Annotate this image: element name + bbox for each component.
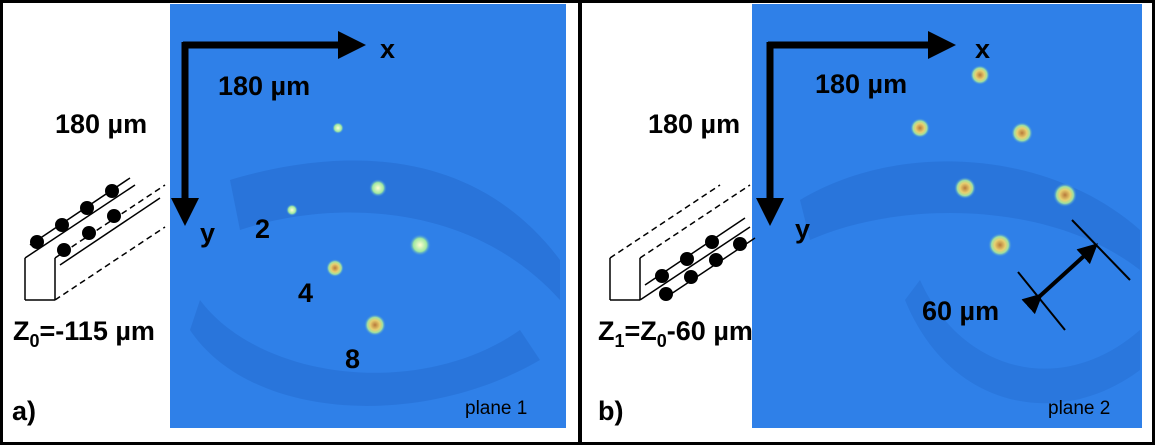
panel-label: a): [12, 396, 36, 426]
spot: [326, 259, 344, 277]
axis-label: y: [795, 214, 810, 244]
spot: [970, 65, 990, 85]
plane-label: plane 1: [465, 398, 527, 419]
spot: [988, 233, 1012, 257]
spot: [286, 204, 298, 216]
spot-label: 4: [298, 278, 313, 308]
panel-label: b): [598, 396, 623, 426]
spot: [332, 122, 344, 134]
spot: [364, 314, 386, 336]
spot: [910, 118, 930, 138]
depth-sub: 0: [30, 331, 40, 351]
spot: [954, 177, 976, 199]
depth-sub: 0: [657, 331, 667, 351]
axis-label: y: [200, 218, 215, 248]
spot: [1053, 183, 1077, 207]
spot: [409, 234, 431, 256]
depth-part: Z: [598, 316, 615, 346]
spot: [1011, 122, 1033, 144]
spot-label: 2: [255, 214, 270, 244]
depth-part: -60 µm: [667, 316, 753, 346]
depth-part: =-115 µm: [40, 316, 155, 346]
scale-label: 180 µm: [648, 109, 740, 139]
scale-label: 180 µm: [815, 69, 907, 99]
axis-label: x: [380, 34, 395, 64]
figure: x y 180 µm 180 µm 2 4 8 Z0=-115 µm a) pl…: [0, 0, 1155, 445]
depth-sub: 1: [615, 331, 625, 351]
axis-label: x: [975, 34, 990, 64]
spot-label: 8: [345, 344, 360, 374]
spacing-label: 60 µm: [922, 296, 999, 326]
spot: [369, 179, 387, 197]
depth-part: Z: [13, 316, 30, 346]
page: {"panels": [ {"label": "a)", "plane": "p…: [0, 0, 1155, 445]
depth-part: =Z: [625, 316, 657, 346]
scale-label: 180 µm: [218, 71, 310, 101]
scale-label: 180 µm: [55, 109, 147, 139]
plane-label: plane 2: [1048, 398, 1110, 419]
